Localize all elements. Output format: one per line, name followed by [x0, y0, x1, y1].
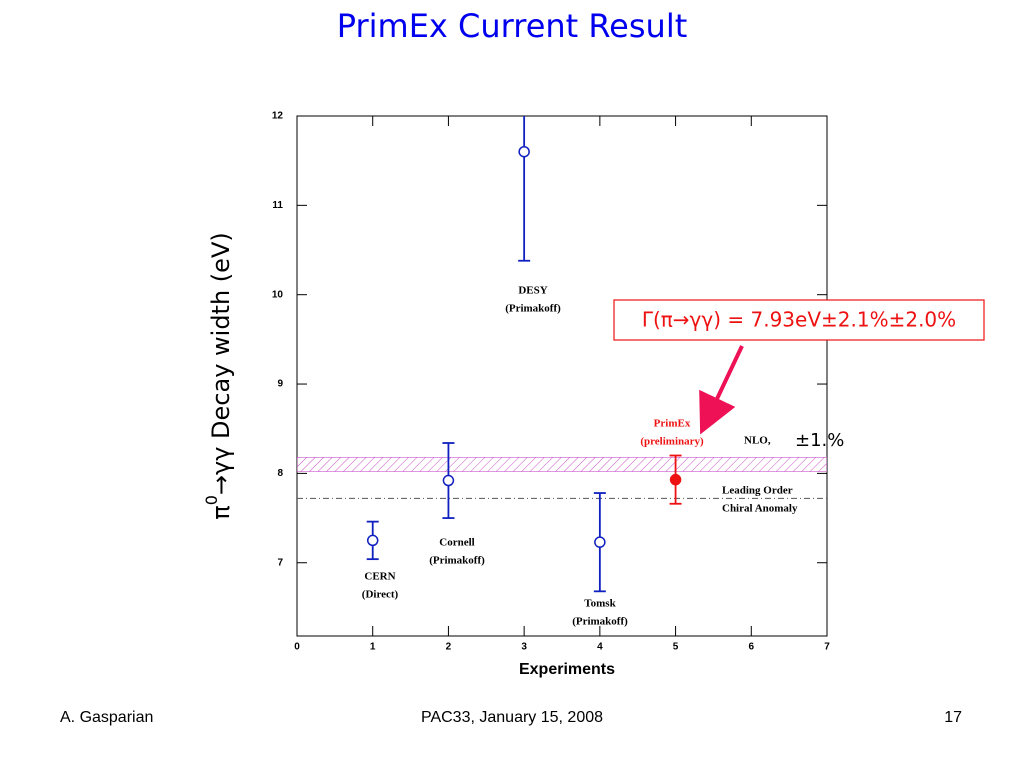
plot-frame	[296, 115, 828, 637]
point-label: (Primakoff)	[572, 616, 628, 628]
footer-center: PAC33, January 15, 2008	[421, 709, 603, 726]
data-point	[594, 536, 606, 548]
point-label: Cornell	[439, 537, 474, 549]
point-label: CERN	[364, 571, 395, 583]
x-tick-label: 0	[294, 642, 300, 653]
data-point	[366, 534, 379, 547]
y-tick-label: 10	[272, 289, 284, 300]
data-point	[442, 474, 455, 487]
data-point	[518, 145, 530, 158]
point-label: PrimEx	[654, 418, 691, 430]
nlo-label: NLO,	[744, 435, 771, 447]
nlo-note: ±1.%	[795, 430, 844, 451]
y-tick-label: 7	[277, 557, 283, 568]
x-tick-label: 3	[521, 642, 527, 653]
y-tick-label: 12	[272, 111, 284, 122]
footer-left: A. Gasparian	[60, 709, 153, 726]
y-tick-label: 8	[277, 468, 283, 479]
point-label: (Direct)	[362, 589, 399, 601]
point-label: DESY	[518, 285, 547, 297]
y-tick-label: 11	[272, 200, 283, 211]
y-label-part: π	[207, 505, 235, 519]
x-tick-label: 2	[446, 642, 452, 653]
x-tick-label: 6	[749, 642, 755, 653]
point-label: (preliminary)	[640, 436, 704, 448]
y-tick-label: 9	[277, 379, 283, 390]
y-axis-label: π0→γγ Decay width (eV)	[202, 232, 236, 519]
point-label: (Primakoff)	[429, 555, 485, 567]
leading-order-label: Chiral Anomaly	[722, 503, 798, 515]
x-tick-label: 4	[597, 642, 603, 653]
footer-right: 17	[944, 709, 962, 726]
point-label: Tomsk	[584, 598, 616, 610]
data-point	[669, 473, 682, 486]
x-axis-label: Experiments	[519, 661, 615, 678]
callout-box	[613, 299, 985, 341]
x-tick-label: 5	[673, 642, 679, 653]
point-label: (Primakoff)	[505, 303, 561, 315]
x-tick-label: 1	[370, 642, 376, 653]
leading-order-label: Leading Order	[722, 485, 793, 497]
slide-title: PrimEx Current Result	[337, 7, 688, 45]
callout-arrow	[699, 345, 744, 435]
y-label-part: →γγ Decay width (eV)	[207, 232, 235, 495]
y-label-part: 0	[202, 495, 221, 505]
plot-area	[297, 116, 827, 593]
x-tick-label: 7	[824, 642, 830, 653]
callout-text: Γ(π→γγ) = 7.93eV±2.1%±2.0%	[642, 308, 956, 332]
nlo-band	[297, 457, 827, 472]
